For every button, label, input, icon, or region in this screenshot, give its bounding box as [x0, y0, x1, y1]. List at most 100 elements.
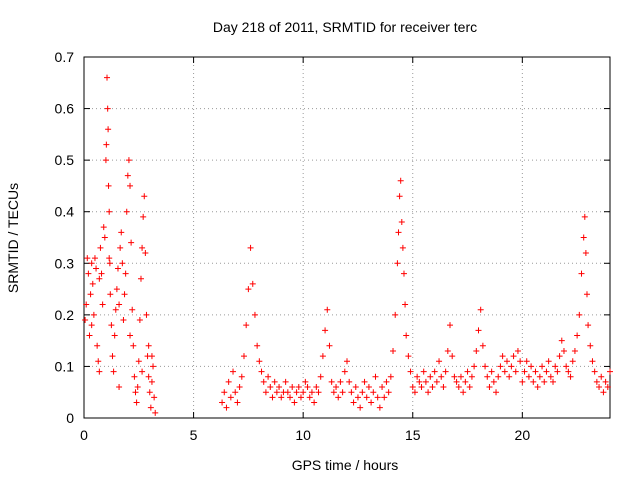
data-point-plus — [539, 363, 546, 370]
data-point-plus — [394, 260, 401, 267]
data-point-plus — [139, 368, 146, 375]
data-point-plus — [589, 358, 596, 365]
data-point-plus — [436, 358, 443, 365]
data-point-plus — [256, 358, 263, 365]
data-point-plus — [300, 389, 307, 396]
data-point-plus — [363, 394, 370, 401]
data-point-plus — [396, 193, 403, 200]
data-point-plus — [514, 347, 521, 354]
data-point-plus — [341, 368, 348, 375]
data-point-plus — [221, 389, 228, 396]
data-point-plus — [425, 389, 432, 396]
data-point-plus — [385, 389, 392, 396]
data-point-plus — [240, 353, 247, 360]
data-point-plus — [311, 399, 318, 406]
data-point-plus — [418, 384, 425, 391]
data-point-plus — [291, 399, 298, 406]
data-point-plus — [102, 157, 109, 164]
data-point-plus — [282, 378, 289, 385]
data-point-plus — [230, 368, 237, 375]
y-tick-label: 0 — [66, 410, 74, 426]
data-point-plus — [392, 311, 399, 318]
data-point-plus — [554, 368, 561, 375]
data-point-plus — [111, 332, 118, 339]
data-point-plus — [600, 389, 607, 396]
data-point-plus — [374, 394, 381, 401]
data-point-plus — [368, 399, 375, 406]
data-point-plus — [569, 358, 576, 365]
data-point-plus — [119, 260, 126, 267]
data-point-plus — [352, 384, 359, 391]
data-point-plus — [395, 229, 402, 236]
y-tick-label: 0.3 — [55, 255, 75, 271]
data-point-plus — [490, 378, 497, 385]
data-point-plus — [460, 389, 467, 396]
data-point-plus — [108, 322, 115, 329]
data-point-plus — [335, 394, 342, 401]
data-point-plus — [552, 363, 559, 370]
grid-layer — [84, 57, 610, 418]
data-point-plus — [262, 389, 269, 396]
data-point-plus — [87, 291, 94, 298]
chart-title: Day 218 of 2011, SRMTID for receiver ter… — [213, 19, 477, 35]
data-point-plus — [118, 229, 125, 236]
data-point-plus — [398, 219, 405, 226]
data-point-plus — [477, 306, 484, 313]
data-point-plus — [88, 260, 95, 267]
data-point-plus — [223, 404, 230, 411]
data-point-plus — [493, 389, 500, 396]
data-point-plus — [497, 363, 504, 370]
data-point-plus — [523, 358, 530, 365]
data-point-plus — [247, 244, 254, 251]
data-point-plus — [400, 270, 407, 277]
data-point-plus — [131, 373, 138, 380]
data-point-plus — [128, 239, 135, 246]
data-point-plus — [110, 368, 117, 375]
data-point-plus — [484, 373, 491, 380]
data-point-plus — [289, 384, 296, 391]
data-point-plus — [137, 275, 144, 282]
data-point-plus — [124, 172, 131, 179]
data-point-plus — [123, 208, 130, 215]
data-point-plus — [324, 306, 331, 313]
data-point-plus — [234, 399, 241, 406]
data-point-plus — [112, 306, 119, 313]
data-point-plus — [438, 373, 445, 380]
data-point-plus — [390, 347, 397, 354]
data-point-plus — [134, 384, 141, 391]
data-point-plus — [103, 141, 110, 148]
data-point-plus — [150, 363, 157, 370]
data-point-plus — [88, 322, 95, 329]
y-tick-label: 0.5 — [55, 152, 75, 168]
data-point-plus — [130, 342, 137, 349]
data-point-plus — [147, 404, 154, 411]
data-point-plus — [100, 224, 107, 231]
data-point-plus — [287, 394, 294, 401]
data-point-plus — [416, 378, 423, 385]
y-tick-label: 0.1 — [55, 358, 75, 374]
data-point-plus — [141, 193, 148, 200]
data-point-plus — [104, 105, 111, 112]
data-point-plus — [442, 368, 449, 375]
data-point-plus — [113, 286, 120, 293]
data-point-plus — [125, 157, 132, 164]
y-axis-label: SRMTID / TECUs — [5, 183, 21, 293]
data-point-plus — [84, 255, 91, 262]
data-point-plus — [604, 384, 611, 391]
data-point-plus — [602, 378, 609, 385]
data-point-plus — [578, 270, 585, 277]
data-point-plus — [453, 378, 460, 385]
axis-layer — [83, 56, 611, 419]
data-point-plus — [528, 363, 535, 370]
data-point-plus — [571, 347, 578, 354]
data-point-plus — [129, 306, 136, 313]
data-point-plus — [466, 384, 473, 391]
data-point-plus — [433, 378, 440, 385]
data-point-plus — [370, 389, 377, 396]
data-point-plus — [114, 265, 121, 272]
data-point-plus — [93, 265, 100, 272]
data-point-plus — [339, 389, 346, 396]
data-point-plus — [431, 368, 438, 375]
data-point-plus — [379, 384, 386, 391]
